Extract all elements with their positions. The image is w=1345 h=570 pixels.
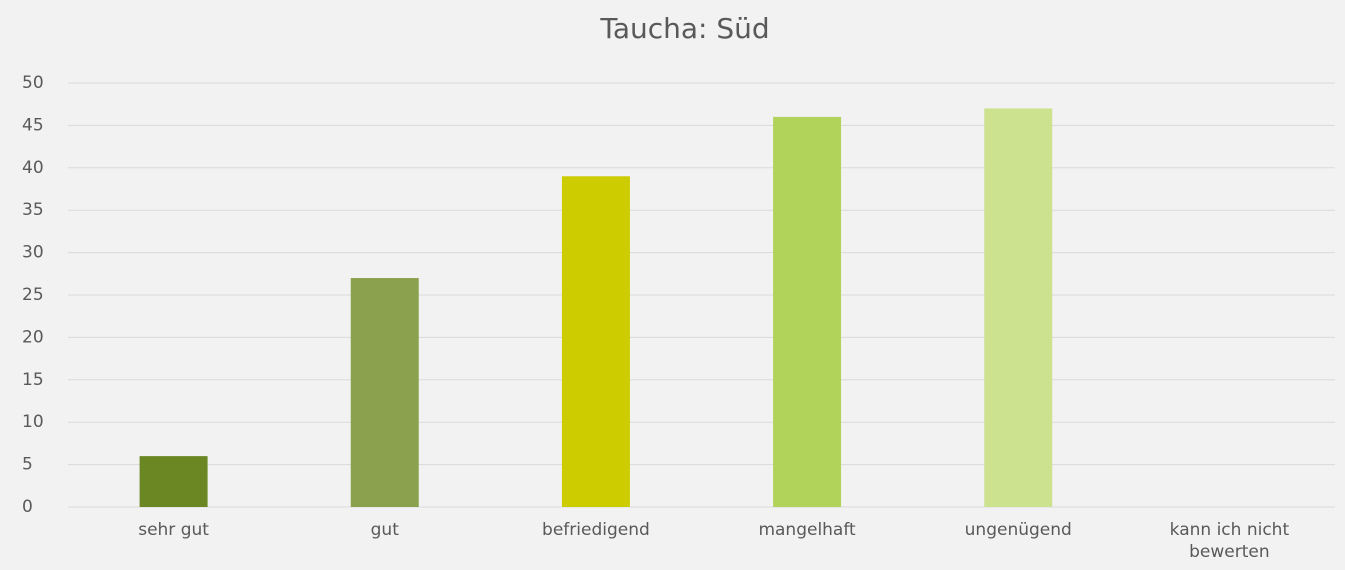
y-tick-label: 25	[22, 285, 44, 305]
y-tick-label: 0	[22, 497, 33, 517]
x-tick-label: mangelhaft	[758, 520, 856, 540]
y-tick-label: 15	[22, 370, 44, 390]
x-tick-label: sehr gut	[138, 520, 209, 540]
bar	[984, 108, 1053, 507]
bar	[561, 176, 630, 507]
x-tick-label: kann ich nicht bewerten	[1169, 520, 1290, 562]
y-tick-label: 30	[22, 243, 44, 263]
x-tick-label: gut	[370, 520, 399, 540]
y-tick-label: 40	[22, 158, 44, 178]
bar	[350, 278, 419, 507]
chart-title: Taucha: Süd	[599, 12, 769, 45]
y-tick-label: 20	[22, 327, 44, 347]
y-tick-label: 10	[22, 412, 44, 432]
y-tick-label: 50	[22, 73, 44, 93]
y-tick-label: 5	[22, 455, 33, 475]
x-tick-label: befriedigend	[542, 520, 650, 540]
y-tick-label: 45	[22, 115, 44, 135]
bar	[773, 116, 842, 508]
bar	[139, 456, 208, 507]
y-tick-label: 35	[22, 200, 44, 220]
x-tick-label: ungenügend	[964, 520, 1072, 540]
